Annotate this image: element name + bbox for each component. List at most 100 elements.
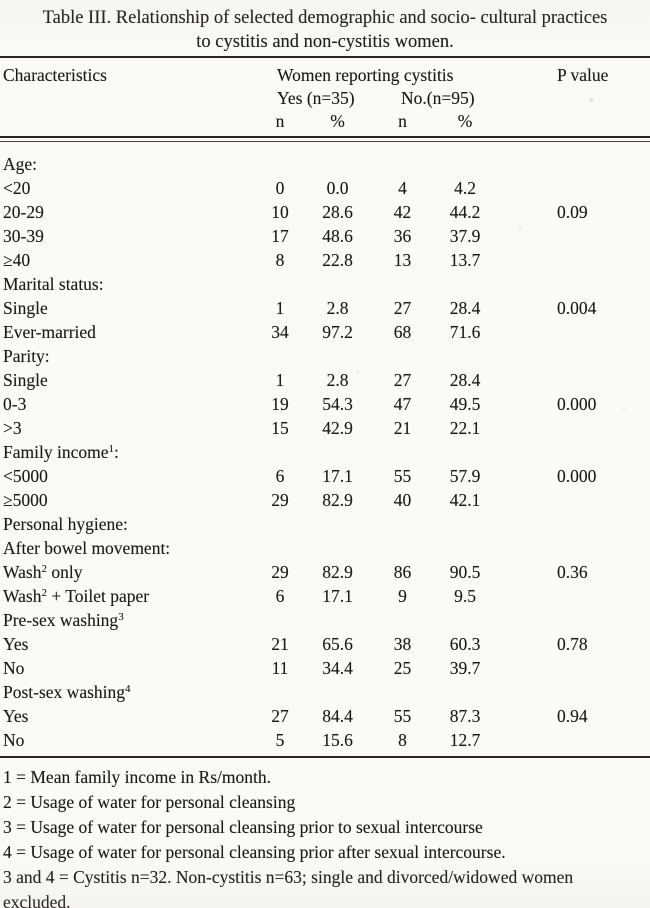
footnote: 3 = Usage of water for personal cleansin… <box>3 817 483 837</box>
no-pct-cell: 39.7 <box>449 658 481 678</box>
table-row: >3 15 42.9 21 22.1 <box>0 416 650 440</box>
header-row-3: n % n % <box>0 110 650 133</box>
footnote: 2 = Usage of water for personal cleansin… <box>3 792 296 812</box>
footnote: 3 and 4 = Cystitis n=32. Non-cystitis n=… <box>3 867 574 908</box>
no-n-cell: 21 <box>393 418 412 438</box>
yes-n-cell: 1 <box>275 370 285 390</box>
footnote-marker: 2 <box>41 563 47 575</box>
yes-pct-cell <box>305 680 370 704</box>
yes-pct-cell: 84.4 <box>322 706 353 726</box>
p-value-cell: 0.78 <box>557 634 588 654</box>
table-title: Table III. Relationship of selected demo… <box>0 0 650 54</box>
no-n-cell: 27 <box>393 370 412 390</box>
row-label: 20-29 <box>3 202 44 222</box>
row-label: Pre-sex washing3 <box>3 610 124 630</box>
header-row-1: Characteristics Women reporting cystitis… <box>0 64 650 87</box>
no-n-cell <box>370 608 435 632</box>
col-header-yes: Yes (n=35) <box>277 88 355 108</box>
p-value-cell <box>495 680 650 704</box>
table-title-line1: Table III. Relationship of selected demo… <box>42 8 608 28</box>
yes-pct-cell <box>305 608 370 632</box>
table-row: Wash2 + Toilet paper 6 17.1 9 9.5 <box>0 584 650 608</box>
yes-pct-cell: 22.8 <box>322 250 353 270</box>
table-row: Yes 27 84.4 55 87.3 0.94 <box>0 704 650 728</box>
no-n-cell: 4 <box>398 178 407 198</box>
no-n-cell: 55 <box>393 466 412 486</box>
table-row: <20 0 0.0 4 4.2 <box>0 176 650 200</box>
no-n-cell: 42 <box>393 202 412 222</box>
table-row: Pre-sex washing3 <box>0 608 650 632</box>
yes-n-cell: 17 <box>271 226 289 246</box>
table-header: Characteristics Women reporting cystitis… <box>0 64 650 133</box>
p-value-cell <box>495 584 650 608</box>
table-row: No 5 15.6 8 12.7 <box>0 728 650 752</box>
footnote: 1 = Mean family income in Rs/month. <box>3 767 271 787</box>
row-label: <20 <box>3 178 31 198</box>
yes-n-cell: 8 <box>275 250 285 270</box>
yes-pct-cell: 17.1 <box>322 466 353 486</box>
row-label: Age: <box>3 154 38 174</box>
footnote-marker: 2 <box>41 587 47 599</box>
row-label: Parity: <box>3 346 50 366</box>
yes-n-cell <box>255 272 305 296</box>
no-pct-cell: 44.2 <box>449 202 481 222</box>
yes-n-cell: 6 <box>275 586 285 606</box>
p-value-cell <box>495 656 650 680</box>
no-pct-cell: 12.7 <box>449 730 481 750</box>
yes-pct-cell: 65.6 <box>322 634 353 654</box>
no-n-cell: 9 <box>398 586 407 606</box>
no-pct-cell: 42.1 <box>449 490 481 510</box>
table-row: <5000 6 17.1 55 57.9 0.000 <box>0 464 650 488</box>
no-n-cell: 55 <box>393 706 412 726</box>
p-value-cell <box>495 344 650 368</box>
yes-n-cell: 19 <box>271 394 289 414</box>
table-row: Age: <box>0 152 650 176</box>
table-row: Single 1 2.8 27 28.4 <box>0 368 650 392</box>
p-value-cell <box>495 248 650 272</box>
no-pct-cell <box>435 440 495 464</box>
no-n-cell <box>370 344 435 368</box>
table-row: Family income1: <box>0 440 650 464</box>
no-pct-cell: 4.2 <box>454 178 476 198</box>
row-label: Yes <box>3 706 29 726</box>
no-pct-cell: 49.5 <box>449 394 481 414</box>
no-pct-cell: 71.6 <box>449 322 481 342</box>
no-n-cell: 38 <box>393 634 412 654</box>
table-row: ≥5000 29 82.9 40 42.1 <box>0 488 650 512</box>
yes-pct-cell: 17.1 <box>322 586 353 606</box>
yes-n-cell: 29 <box>271 562 289 582</box>
p-value-cell: 0.000 <box>557 466 597 486</box>
row-label: Family income1: <box>3 442 119 462</box>
header-spacer <box>0 110 255 133</box>
p-value-cell <box>495 728 650 752</box>
yes-n-cell <box>255 152 305 176</box>
yes-n-cell: 29 <box>271 490 289 510</box>
row-label: <5000 <box>3 466 48 486</box>
p-value-cell: 0.004 <box>557 298 597 318</box>
p-value-cell <box>495 536 650 560</box>
row-label: No <box>3 658 25 678</box>
no-pct-cell <box>435 272 495 296</box>
yes-n-cell <box>255 344 305 368</box>
no-n-cell: 47 <box>393 394 412 414</box>
no-pct-cell <box>435 512 495 536</box>
yes-n-cell: 21 <box>271 634 289 654</box>
footnote-marker: 3 <box>118 611 124 623</box>
no-pct-cell <box>435 152 495 176</box>
footnotes: 1 = Mean family income in Rs/month. 2 = U… <box>0 758 650 908</box>
no-n-cell <box>370 152 435 176</box>
col-subheader-no-pct: % <box>457 111 473 131</box>
no-pct-cell: 28.4 <box>449 298 481 318</box>
p-value-cell <box>495 320 650 344</box>
row-label: Single <box>3 370 48 390</box>
no-pct-cell: 13.7 <box>449 250 481 270</box>
p-value-cell <box>495 512 650 536</box>
yes-pct-cell <box>305 440 370 464</box>
row-label: >3 <box>3 418 22 438</box>
no-pct-cell <box>435 536 495 560</box>
p-value-cell: 0.000 <box>557 394 597 414</box>
row-label: Post-sex washing4 <box>3 682 131 702</box>
no-n-cell <box>370 536 435 560</box>
row-label: 0-3 <box>3 394 27 414</box>
